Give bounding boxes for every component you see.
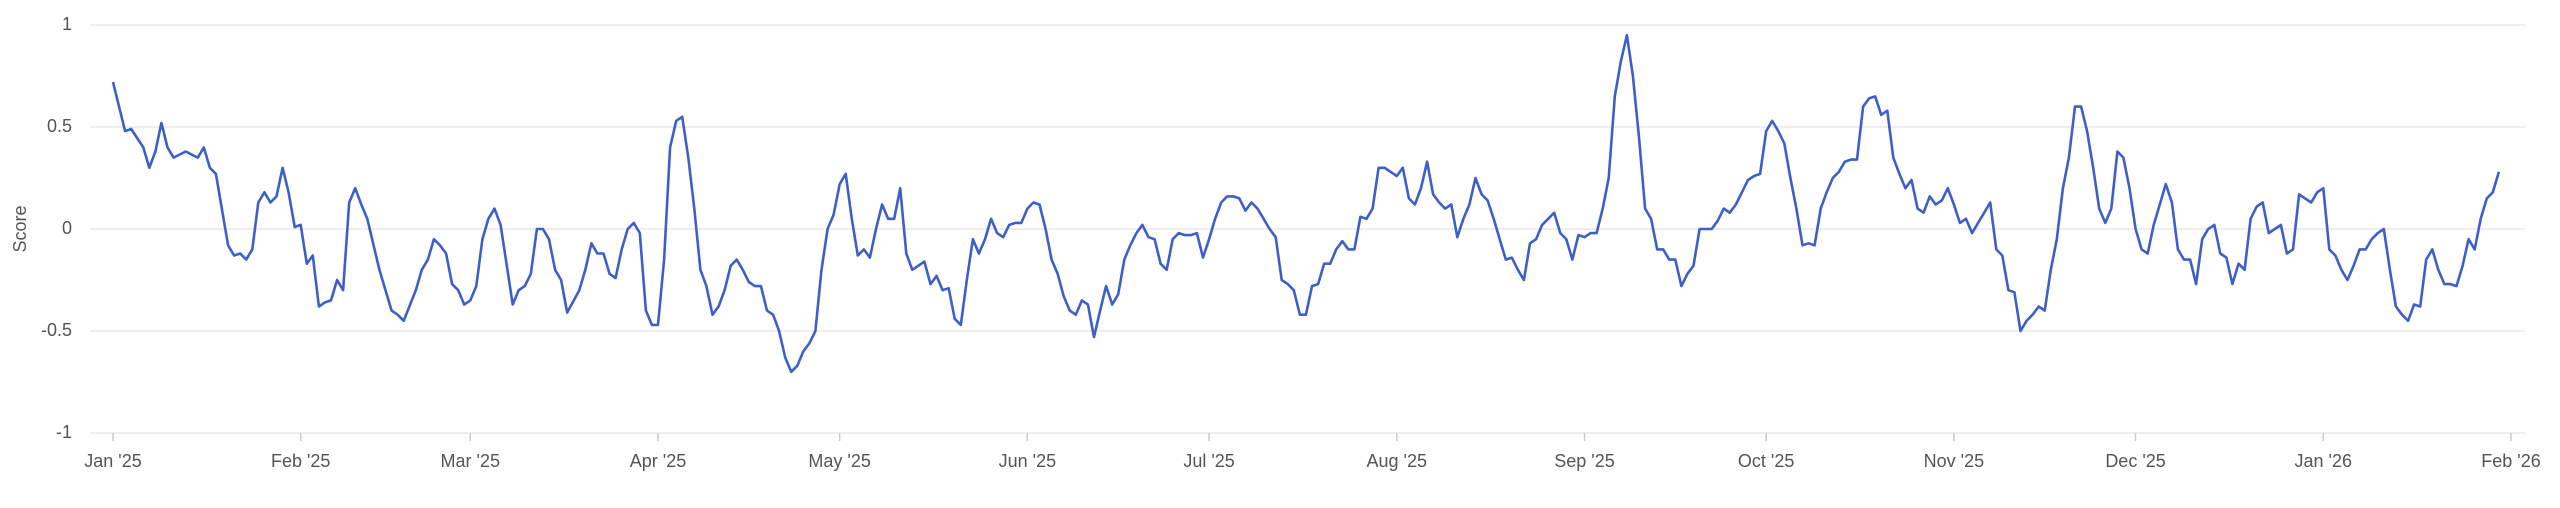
x-tick-label: Apr '25 — [630, 451, 686, 471]
y-axis-label: Score — [10, 205, 30, 252]
x-tick-label: Jan '25 — [84, 451, 141, 471]
y-tick-label: -0.5 — [41, 320, 72, 340]
x-tick-label: Feb '26 — [2481, 451, 2540, 471]
x-tick-label: Nov '25 — [1924, 451, 1984, 471]
x-tick-label: May '25 — [808, 451, 870, 471]
x-tick-label: Jul '25 — [1183, 451, 1234, 471]
x-tick-label: Dec '25 — [2105, 451, 2165, 471]
x-tick-label: Jun '25 — [999, 451, 1056, 471]
data-line — [111, 33, 2501, 374]
x-tick-label: Sep '25 — [1554, 451, 1615, 471]
y-tick-label: 1 — [62, 14, 72, 34]
x-tick-label: Oct '25 — [1738, 451, 1794, 471]
y-tick-label: 0 — [62, 218, 72, 238]
y-tick-label: 0.5 — [47, 116, 72, 136]
x-tick-label: Jan '26 — [2295, 451, 2352, 471]
y-tick-label: -1 — [56, 422, 72, 442]
x-tick-label: Aug '25 — [1367, 451, 1428, 471]
x-tick-label: Feb '25 — [271, 451, 330, 471]
x-tick-label: Mar '25 — [441, 451, 500, 471]
